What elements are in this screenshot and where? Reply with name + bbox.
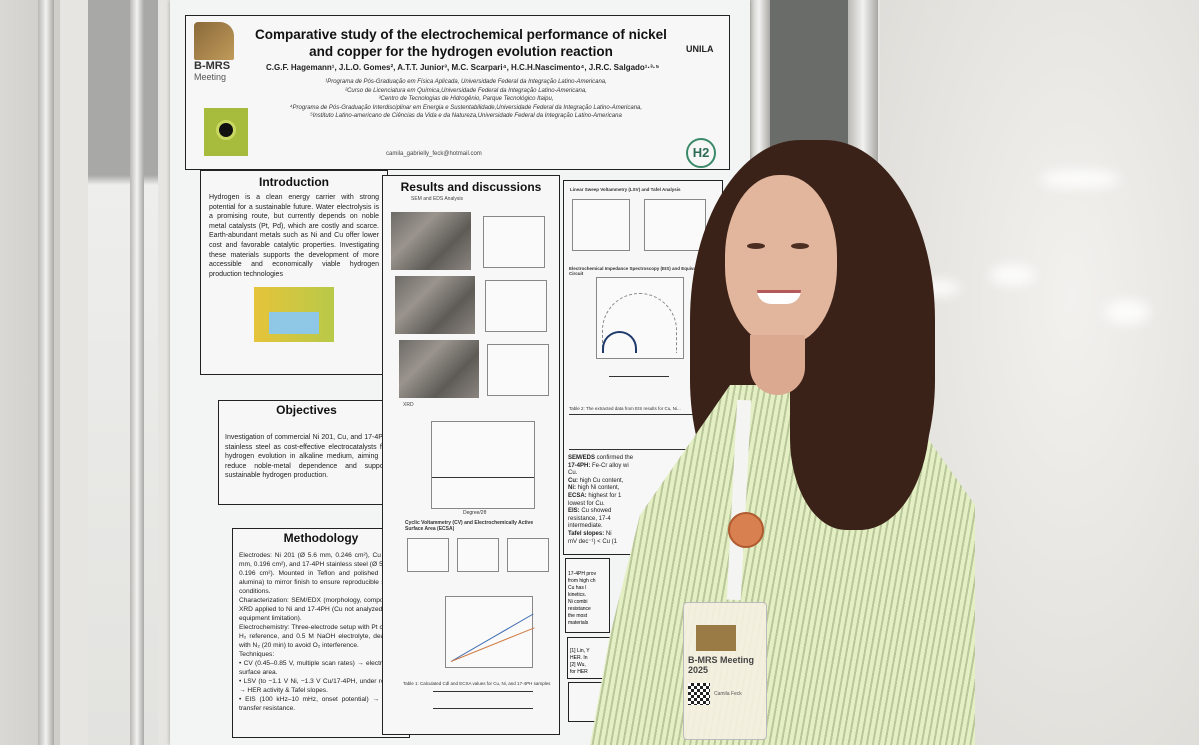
- objectives-section: Objectives Investigation of commercial N…: [218, 400, 395, 505]
- eis-caption: Electrochemical Impedance Spectroscopy (…: [569, 266, 705, 276]
- badge-event: B-MRS Meeting 2025: [688, 655, 754, 675]
- scientific-poster: B-MRS Meeting Comparative study of the e…: [170, 0, 750, 745]
- poster-header: B-MRS Meeting Comparative study of the e…: [185, 15, 730, 170]
- table1: [433, 691, 533, 709]
- results-section: Results and discussions SEM and EDS Anal…: [382, 175, 560, 735]
- methodology-text: Electrodes: Ni 201 (Ø 5.6 mm, 0.246 cm²)…: [239, 552, 403, 712]
- introduction-text: Hydrogen is a clean energy carrier with …: [209, 194, 379, 278]
- ceiling-light-reflection: [1040, 170, 1120, 188]
- background-gap: [770, 0, 850, 150]
- poster-email: camila_gabrielly_feck@hotmail.com: [386, 151, 482, 157]
- ecsa-linear-fit-chart: [445, 596, 535, 668]
- poster-authors: C.G.F. Hagemann¹, J.L.O. Gomes², A.T.T. …: [266, 63, 660, 72]
- unila-logo: UNILA: [686, 44, 714, 54]
- objectives-text: Investigation of commercial Ni 201, Cu, …: [225, 434, 388, 480]
- ceiling-light-reflection: [1105, 300, 1150, 324]
- person-face: [725, 175, 837, 345]
- xrd-caption: XRD: [403, 402, 414, 408]
- cv-chart: [507, 538, 549, 572]
- person-neck: [750, 335, 805, 395]
- eds-spectrum-chart: [485, 280, 547, 332]
- sem-image-ni: [395, 276, 475, 334]
- bmrs-logo: B-MRS Meeting: [194, 22, 244, 102]
- objectives-heading: Objectives: [276, 403, 337, 417]
- sem-caption: SEM and EDS Analysis: [411, 196, 463, 202]
- table1-caption: Table 1: Calculated Cdl and ECSA values …: [403, 681, 551, 686]
- cv-chart: [457, 538, 499, 572]
- display-frame-pole: [130, 0, 144, 745]
- conference-badge: B-MRS Meeting 2025 Camila Feck: [683, 602, 767, 740]
- references-section: [1] Lin, Y HER. In [2] Wu, for HER: [567, 637, 612, 679]
- xrd-xlabel: Degree/2θ: [463, 510, 487, 516]
- methodology-section: Methodology Electrodes: Ni 201 (Ø 5.6 mm…: [232, 528, 410, 738]
- eds-spectrum-chart: [487, 344, 549, 396]
- table2: [569, 414, 719, 450]
- results-heading: Results and discussions: [400, 180, 542, 194]
- methodology-heading: Methodology: [283, 531, 359, 545]
- poster-title: Comparative study of the electrochemical…: [255, 27, 667, 59]
- display-panel-left: [88, 0, 158, 745]
- introduction-heading: Introduction: [259, 175, 329, 189]
- lsv-chart: [572, 199, 630, 251]
- equivalent-circuit: [609, 376, 669, 377]
- nyquist-chart: [596, 277, 684, 359]
- lsv-caption: Linear Sweep Voltammetry (LSV) and Tafel…: [570, 187, 681, 192]
- display-frame-left: [38, 0, 54, 745]
- xrd-chart: [431, 421, 535, 509]
- table2-caption: Table 2: The extracted data from EIS res…: [569, 406, 681, 411]
- badge-name: Camila Feck: [714, 691, 742, 697]
- ec-logo: [204, 108, 248, 156]
- tafel-chart: [644, 199, 706, 251]
- ceiling-light-reflection: [990, 265, 1035, 285]
- electrolysis-figure: [254, 287, 334, 343]
- introduction-section: Introduction Hydrogen is a clean energy …: [200, 170, 388, 375]
- eds-spectrum-chart: [483, 216, 545, 268]
- h2-logo: H2: [686, 138, 716, 168]
- cv-chart: [407, 538, 449, 572]
- lanyard-pin: [728, 512, 764, 548]
- poster-affiliations: ¹Programa de Pós-Graduação em Física Apl…: [289, 79, 643, 119]
- person-hair-curls: [790, 300, 930, 530]
- cv-caption: Cyclic Voltammetry (CV) and Electrochemi…: [405, 520, 534, 532]
- sem-image-17-4ph: [399, 340, 479, 398]
- sem-image-cu: [391, 212, 471, 270]
- conclusion-section: 17-4PH prov from high ch Cu has l kinetics.…: [565, 558, 610, 633]
- qr-code: [688, 683, 710, 705]
- findings-list: SEM/EDS confirmed the 17-4PH: Fe-Cr allo…: [568, 455, 634, 545]
